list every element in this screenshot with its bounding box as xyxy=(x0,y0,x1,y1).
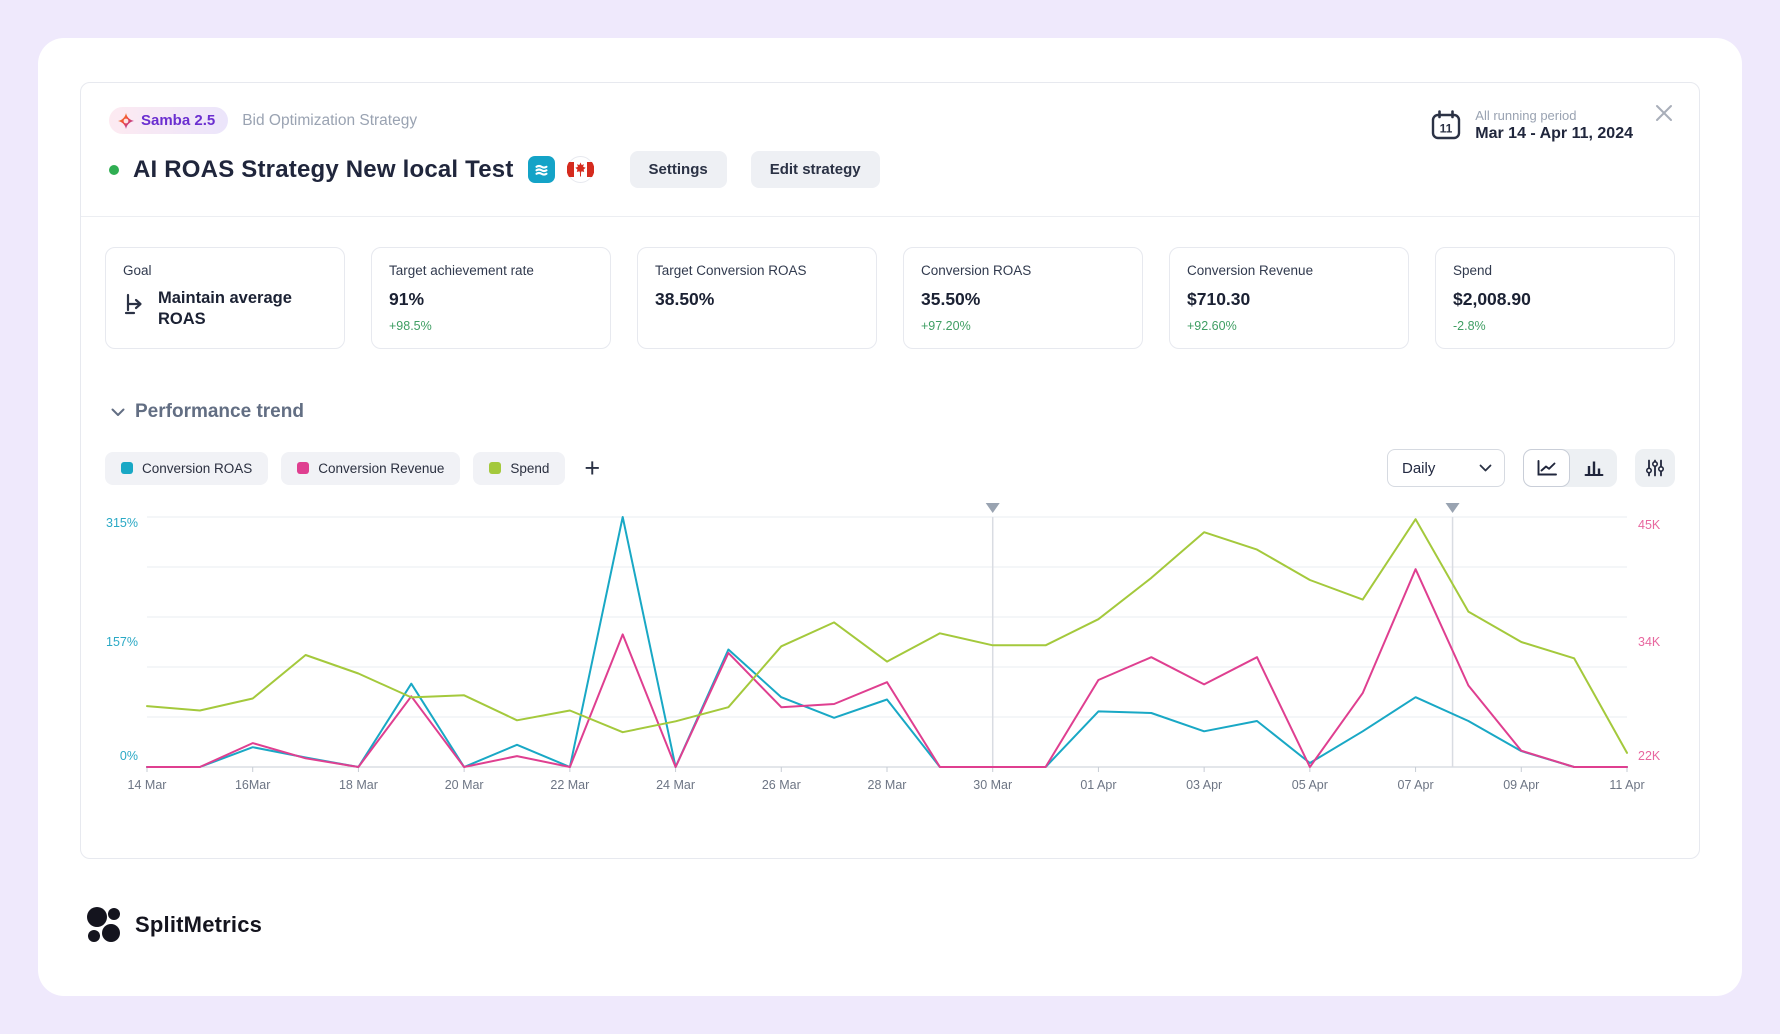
running-period-selector[interactable]: 11 All running period Mar 14 - Apr 11, 2… xyxy=(1428,107,1633,143)
bar-chart-button[interactable] xyxy=(1570,449,1617,487)
trend-controls: Conversion ROAS Conversion Revenue Spend… xyxy=(105,449,1675,487)
performance-trend-toggle[interactable]: Performance trend xyxy=(111,401,1675,423)
line-chart-button[interactable] xyxy=(1523,449,1570,487)
svg-text:0%: 0% xyxy=(120,749,138,763)
svg-text:07 Apr: 07 Apr xyxy=(1398,778,1434,792)
legend-chip-spend[interactable]: Spend xyxy=(473,451,566,485)
legend-chip-conversion-revenue[interactable]: Conversion Revenue xyxy=(281,451,461,485)
samba-diamond-icon xyxy=(118,112,134,129)
metric-value: 91% xyxy=(389,289,425,309)
legend-label: Conversion ROAS xyxy=(142,460,253,476)
add-metric-button[interactable]: + xyxy=(584,453,601,483)
metric-delta: +98.5% xyxy=(389,319,432,333)
metrics-row: Goal Maintain average ROAS Target achiev… xyxy=(105,247,1675,349)
svg-text:03 Apr: 03 Apr xyxy=(1186,778,1222,792)
metric-delta: +92.60% xyxy=(1187,319,1237,333)
svg-text:16Mar: 16Mar xyxy=(235,778,270,792)
legend-swatch xyxy=(489,462,502,474)
svg-text:05 Apr: 05 Apr xyxy=(1292,778,1328,792)
metric-value: $710.30 xyxy=(1187,289,1251,309)
goal-text: Maintain average ROAS xyxy=(158,289,292,328)
splitmetrics-logo-icon xyxy=(87,907,120,942)
series-conversion-revenue xyxy=(146,568,1628,768)
legend-swatch xyxy=(297,462,310,474)
metric-card-conversion-roas: Conversion ROAS 35.50% +97.20% xyxy=(903,247,1143,349)
legend-chip-conversion-roas[interactable]: Conversion ROAS xyxy=(105,451,269,485)
metric-label: Spend xyxy=(1453,263,1493,278)
period-value: Mar 14 - Apr 11, 2024 xyxy=(1475,124,1633,142)
metric-value: 38.50% xyxy=(655,289,715,309)
strategy-card: Samba 2.5 Bid Optimization Strategy AI R… xyxy=(80,82,1700,859)
svg-text:11 Apr: 11 Apr xyxy=(1609,778,1644,792)
trend-section-title: Performance trend xyxy=(135,401,304,422)
goal-axis-icon xyxy=(124,293,142,315)
interval-value: Daily xyxy=(1402,459,1436,477)
svg-text:18 Mar: 18 Mar xyxy=(339,778,378,792)
splitmetrics-logo: SplitMetrics xyxy=(84,905,1700,945)
legend-label: Spend xyxy=(510,460,550,476)
close-icon[interactable] xyxy=(1651,101,1677,127)
brand-name: SplitMetrics xyxy=(135,912,263,937)
metric-value: 35.50% xyxy=(921,289,981,309)
svg-text:09 Apr: 09 Apr xyxy=(1503,778,1539,792)
performance-trend-chart: 14 Mar 16Mar 18 Mar 20 Mar 22 Mar 24 Mar 26 Ma… xyxy=(105,501,1675,814)
metric-label: Conversion ROAS xyxy=(921,263,1032,278)
svg-text:28 Mar: 28 Mar xyxy=(868,778,907,792)
app-icon xyxy=(527,156,555,183)
calendar-icon: 11 xyxy=(1432,110,1461,140)
chevron-down-icon xyxy=(111,408,125,416)
metric-label: Goal xyxy=(123,263,152,278)
interval-select[interactable]: Daily xyxy=(1387,449,1505,487)
metric-label: Target Conversion ROAS xyxy=(655,263,807,278)
chevron-down-icon xyxy=(1479,464,1492,472)
svg-text:22 Mar: 22 Mar xyxy=(550,778,589,792)
samba-badge: Samba 2.5 xyxy=(109,107,229,134)
svg-text:14 Mar: 14 Mar xyxy=(128,778,167,792)
metric-delta xyxy=(655,319,859,333)
metric-value: $2,008.90 xyxy=(1453,289,1531,309)
metric-card-spend: Spend $2,008.90 -2.8% xyxy=(1435,247,1675,349)
svg-text:20 Mar: 20 Mar xyxy=(445,778,484,792)
metric-card-goal: Goal Maintain average ROAS xyxy=(105,247,345,349)
svg-text:01 Apr: 01 Apr xyxy=(1080,778,1116,792)
svg-text:22K: 22K xyxy=(1638,749,1661,763)
metric-label: Target achievement rate xyxy=(389,263,534,278)
svg-text:157%: 157% xyxy=(106,635,138,649)
legend-swatch xyxy=(121,462,133,474)
app-container: Samba 2.5 Bid Optimization Strategy AI R… xyxy=(38,38,1742,996)
svg-text:11: 11 xyxy=(1440,122,1453,136)
line-chart-icon xyxy=(1537,460,1557,476)
period-label: All running period xyxy=(1475,107,1577,123)
svg-text:315%: 315% xyxy=(106,516,138,530)
sliders-icon xyxy=(1645,459,1665,477)
annotation-marker[interactable] xyxy=(1445,503,1460,513)
annotation-marker[interactable] xyxy=(985,503,1000,513)
trend-chart-svg: 14 Mar 16Mar 18 Mar 20 Mar 22 Mar 24 Mar 26 Ma… xyxy=(106,503,1661,792)
series-spend xyxy=(146,518,1628,754)
svg-text:34K: 34K xyxy=(1638,635,1661,649)
svg-text:24 Mar: 24 Mar xyxy=(656,778,695,792)
svg-text:45K: 45K xyxy=(1638,518,1661,532)
card-header: Samba 2.5 Bid Optimization Strategy AI R… xyxy=(81,83,1699,217)
page-title: AI ROAS Strategy New local Test xyxy=(133,155,514,183)
metric-card-conversion-revenue: Conversion Revenue $710.30 +92.60% xyxy=(1169,247,1409,349)
settings-button[interactable]: Settings xyxy=(629,151,727,188)
legend-label: Conversion Revenue xyxy=(318,460,445,476)
metric-label: Conversion Revenue xyxy=(1187,263,1314,278)
metric-delta: -2.8% xyxy=(1453,319,1486,333)
status-dot xyxy=(109,164,119,175)
svg-text:26 Mar: 26 Mar xyxy=(762,778,801,792)
edit-strategy-button[interactable]: Edit strategy xyxy=(750,151,880,188)
strategy-subtitle: Bid Optimization Strategy xyxy=(242,111,418,129)
series-conversion-roas xyxy=(146,516,1628,768)
bar-chart-icon xyxy=(1584,461,1603,476)
svg-text:30 Mar: 30 Mar xyxy=(973,778,1012,792)
chart-settings-button[interactable] xyxy=(1635,449,1675,487)
metric-card-target-roas: Target Conversion ROAS 38.50% xyxy=(637,247,877,349)
badge-label: Samba 2.5 xyxy=(141,112,216,129)
canada-flag-icon xyxy=(566,156,594,183)
metric-delta: +97.20% xyxy=(921,319,971,333)
metric-card-target-achievement: Target achievement rate 91% +98.5% xyxy=(371,247,611,349)
chart-type-toggle xyxy=(1523,449,1617,487)
